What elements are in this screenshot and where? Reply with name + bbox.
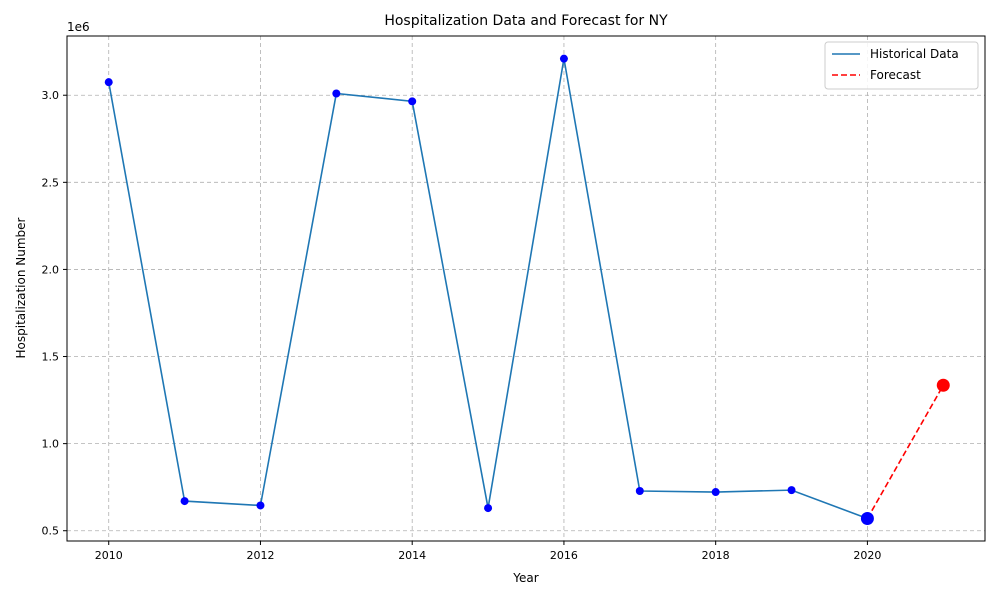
historical-data-point [559,54,568,63]
historical-data-point [332,89,341,98]
historical-data-point [635,487,644,496]
legend: Historical Data Forecast [824,41,979,90]
highlighted-point [936,378,950,392]
historical-data-point [711,488,720,497]
y-tick-label: 1.0 [42,438,60,451]
chart-title: Hospitalization Data and Forecast for NY [384,13,668,29]
x-tick-label: 2012 [246,549,274,562]
x-tick-label: 2014 [398,549,426,562]
x-tick-label: 2018 [702,549,730,562]
y-tick-label: 3.0 [42,89,60,102]
legend-label-historical: Historical Data [870,47,959,61]
y-tick-label: 1.5 [42,351,60,364]
x-axis-label: Year [512,571,538,585]
y-tick-label: 0.5 [42,525,60,538]
y-axis-ticks: 0.5 1.0 1.5 2.0 2.5 3.0 [42,89,67,538]
x-tick-label: 2010 [95,549,123,562]
historical-data-point [104,78,113,87]
y-offset-label: 1e6 [67,20,90,34]
data-points [104,54,950,526]
highlighted-point [860,512,874,526]
x-axis-ticks: 2010 2012 2014 2016 2018 2020 [95,541,881,562]
x-tick-label: 2016 [550,549,578,562]
historical-data-point [408,97,417,106]
y-tick-label: 2.5 [42,176,60,189]
historical-data-point [787,486,796,495]
y-tick-label: 2.0 [42,263,60,276]
legend-label-forecast: Forecast [870,68,921,82]
plot-frame [66,35,986,542]
historical-data-point [256,501,265,510]
legend-box [824,41,979,90]
historical-data-point [180,497,189,506]
series-line-forecast [866,384,944,519]
grid-lines [67,36,985,541]
y-axis-label: Hospitalization Number [14,217,28,358]
historical-data-point [484,504,493,513]
x-tick-label: 2020 [853,549,881,562]
